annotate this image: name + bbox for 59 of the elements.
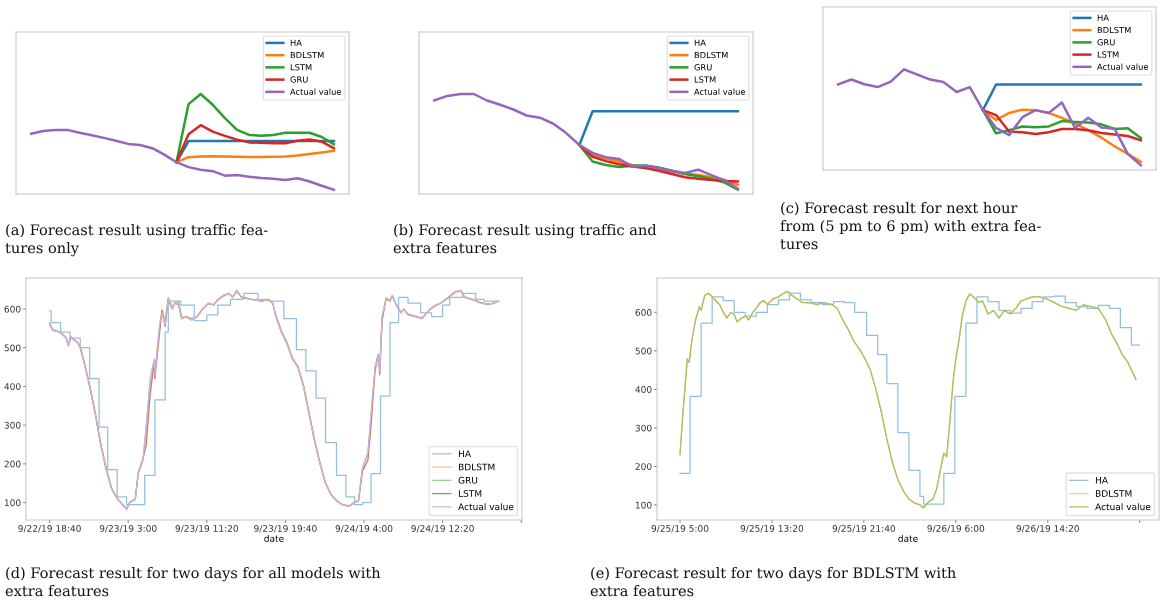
legend-label: HA — [694, 39, 706, 46]
y-tick-label: 600 — [635, 309, 652, 316]
x-tick-label: 9/25/19 21:40 — [832, 525, 896, 533]
legend-label: HA — [458, 450, 471, 457]
y-tick-label: 100 — [635, 501, 652, 509]
legend-label: HA — [1095, 476, 1108, 484]
text: extra features — [393, 242, 497, 254]
x-tick-label: 9/23/19 3:00 — [99, 525, 157, 533]
legend-label: Actual value — [458, 503, 514, 511]
x-tick-label: 9/23/19 19:40 — [254, 525, 317, 533]
legend-label: HA — [290, 39, 302, 46]
text: tures — [780, 239, 818, 250]
x-tick-label: 9/24/19 4:00 — [335, 525, 393, 533]
legend-label: LSTM — [290, 64, 312, 71]
legend-label: LSTM — [1097, 51, 1119, 58]
legend-label: Actual value — [290, 88, 342, 95]
text: extra features — [590, 585, 694, 597]
legend-label: BDLSTM — [694, 51, 728, 59]
text: (c) Forecast result for next hour — [781, 202, 1018, 216]
x-tick-label: 9/24/19 12:20 — [411, 525, 474, 533]
legend-label: Actual value — [1097, 63, 1149, 70]
y-tick-label: 400 — [4, 383, 21, 390]
legend-label: GRU — [1097, 39, 1115, 46]
legend-label: HA — [1097, 14, 1109, 21]
legend-label: LSTM — [458, 490, 482, 497]
y-tick-label: 100 — [4, 499, 21, 507]
x-tick-label: 9/25/19 5:00 — [651, 525, 709, 533]
text: from (5 pm to 6 pm) with extra fea- — [780, 220, 1041, 235]
text: (b) Forecast result using traffic and — [394, 224, 657, 239]
text: extra features — [5, 585, 109, 597]
y-tick-label: 400 — [635, 386, 652, 393]
x-tick-label: 9/22/19 18:40 — [18, 525, 81, 533]
x-tick-label: 9/25/19 13:20 — [740, 525, 804, 533]
y-tick-label: 300 — [4, 421, 21, 429]
legend-label: LSTM — [694, 76, 716, 83]
y-tick-label: 500 — [635, 347, 652, 355]
text: (e) Forecast result for two days for BDLSTM with — [591, 567, 956, 582]
y-tick-label: 300 — [635, 424, 652, 432]
x-tick-label: 9/26/19 14:20 — [1016, 525, 1079, 533]
text: (d) Forecast result for two days for all models with — [6, 567, 381, 582]
legend-label: BDLSTM — [1097, 26, 1131, 34]
legend-label: GRU — [290, 76, 308, 83]
x-tick-label: 9/23/19 11:20 — [175, 525, 239, 533]
y-tick-label: 500 — [4, 344, 21, 352]
y-tick-label: 200 — [4, 460, 21, 468]
y-tick-label: 200 — [635, 463, 652, 470]
legend-label: BDLSTM — [458, 463, 495, 471]
legend-label: GRU — [458, 476, 478, 484]
y-tick-label: 600 — [4, 305, 21, 313]
text: tures only — [5, 242, 80, 257]
text: (a) Forecast result using traffic fea- — [6, 224, 268, 239]
legend-label: BDLSTM — [290, 51, 324, 59]
x-axis-title: date — [264, 534, 284, 542]
legend-label: GRU — [694, 64, 712, 71]
x-axis-title: date — [898, 534, 918, 542]
legend-label: Actual value — [1095, 503, 1151, 511]
legend-label: BDLSTM — [1095, 490, 1132, 497]
legend-label: Actual value — [694, 88, 746, 95]
x-tick-label: 9/26/19 6:00 — [927, 525, 985, 533]
